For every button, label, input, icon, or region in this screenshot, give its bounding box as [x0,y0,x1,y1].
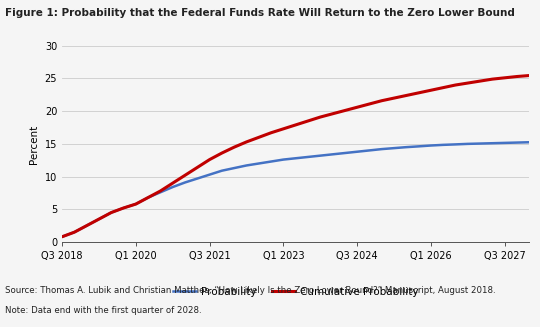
Text: Figure 1: Probability that the Federal Funds Rate Will Return to the Zero Lower : Figure 1: Probability that the Federal F… [5,8,515,18]
Legend: Probability, Cumulative Probability: Probability, Cumulative Probability [168,283,423,301]
Text: Source: Thomas A. Lubik and Christian Matthes, “How Likely Is the Zero Lower Bou: Source: Thomas A. Lubik and Christian Ma… [5,286,496,295]
Text: Note: Data end with the first quarter of 2028.: Note: Data end with the first quarter of… [5,306,202,316]
Y-axis label: Percent: Percent [29,124,39,164]
